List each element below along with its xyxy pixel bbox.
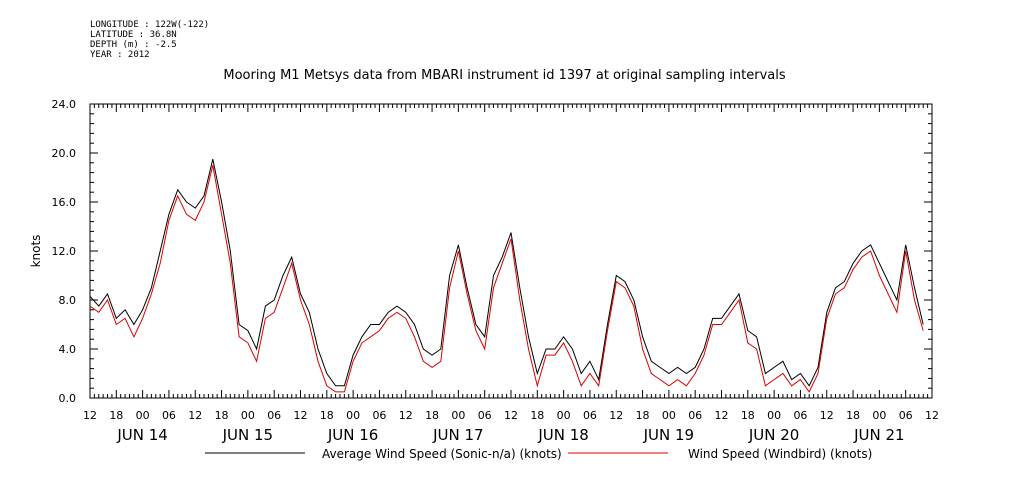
x-hour-label: 00 — [557, 409, 571, 422]
x-hour-label: 06 — [688, 409, 702, 422]
depth-text: DEPTH (m) : -2.5 — [90, 40, 177, 50]
x-hour-label: 06 — [583, 409, 597, 422]
y-tick-label: 20.0 — [52, 147, 77, 160]
x-hour-label: 18 — [741, 409, 755, 422]
x-hour-label: 00 — [346, 409, 360, 422]
x-day-label: JUN 14 — [116, 426, 167, 444]
x-hour-label: 12 — [609, 409, 623, 422]
x-hour-label: 00 — [241, 409, 255, 422]
longitude-text: LONGITUDE : 122W(-122) — [90, 20, 210, 30]
x-hour-label: 00 — [872, 409, 886, 422]
x-hour-label: 18 — [320, 409, 334, 422]
x-day-label: JUN 21 — [853, 426, 904, 444]
latitude-text: LATITUDE : 36.8N — [90, 30, 177, 40]
metadata-block: LONGITUDE : 122W(-122) LATITUDE : 36.8N … — [90, 20, 209, 60]
chart-title: Mooring M1 Metsys data from MBARI instru… — [223, 68, 786, 83]
x-hour-label: 12 — [83, 409, 97, 422]
x-day-label: JUN 19 — [643, 426, 694, 444]
x-hour-label: 12 — [715, 409, 729, 422]
series-line-average-wind-speed — [89, 158, 924, 387]
x-hour-label: 12 — [399, 409, 413, 422]
x-hour-label: 18 — [530, 409, 544, 422]
x-hour-label: 06 — [372, 409, 386, 422]
y-tick-label: 24.0 — [52, 98, 77, 111]
x-hour-label: 18 — [215, 409, 229, 422]
x-hour-label: 18 — [425, 409, 439, 422]
x-hour-label: 06 — [267, 409, 281, 422]
y-tick-label: 4.0 — [59, 343, 77, 356]
x-hour-label: 06 — [793, 409, 807, 422]
x-hour-label: 00 — [662, 409, 676, 422]
y-tick-label: 16.0 — [52, 196, 77, 209]
x-day-label: JUN 16 — [327, 426, 378, 444]
y-tick-label: 8.0 — [59, 294, 77, 307]
x-hour-label: 12 — [925, 409, 939, 422]
legend-label-average: Average Wind Speed (Sonic-n/a) (knots) — [322, 447, 562, 461]
x-hour-label: 12 — [188, 409, 202, 422]
y-tick-label: 12.0 — [52, 245, 77, 258]
x-hour-label: 18 — [109, 409, 123, 422]
x-hour-label: 18 — [846, 409, 860, 422]
legend: Average Wind Speed (Sonic-n/a) (knots) W… — [205, 447, 872, 461]
x-hour-label: 00 — [767, 409, 781, 422]
x-hour-label: 06 — [899, 409, 913, 422]
plot-frame — [89, 103, 933, 399]
x-day-label: JUN 17 — [432, 426, 483, 444]
series-line-windbird-wind-speed — [89, 165, 924, 393]
x-day-label: JUN 15 — [222, 426, 273, 444]
x-hour-label: 12 — [504, 409, 518, 422]
x-hour-label: 00 — [451, 409, 465, 422]
y-axis-label: knots — [29, 235, 43, 268]
legend-label-windbird: Wind Speed (Windbird) (knots) — [688, 447, 872, 461]
x-day-label: JUN 18 — [537, 426, 588, 444]
x-hour-label: 12 — [820, 409, 834, 422]
x-hour-label: 06 — [162, 409, 176, 422]
x-day-label: JUN 20 — [748, 426, 799, 444]
y-tick-label: 0.0 — [59, 392, 77, 405]
x-hour-label: 12 — [294, 409, 308, 422]
year-text: YEAR : 2012 — [90, 50, 150, 60]
x-hour-label: 18 — [636, 409, 650, 422]
x-hour-label: 00 — [136, 409, 150, 422]
x-hour-label: 06 — [478, 409, 492, 422]
